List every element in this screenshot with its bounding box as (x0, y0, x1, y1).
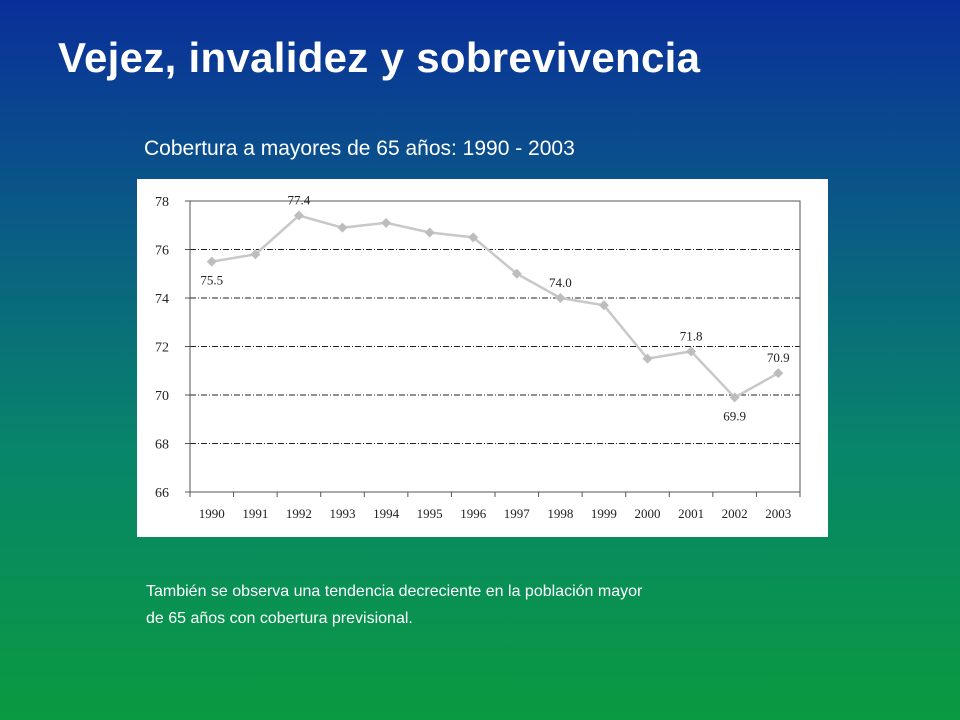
y-tick-label: 74 (155, 292, 169, 307)
series-line (211, 214, 779, 399)
x-tick-label: 1990 (199, 506, 225, 521)
x-tick-label: 2003 (765, 506, 791, 521)
x-tick-label: 1995 (417, 506, 443, 521)
y-tick-label: 76 (155, 244, 169, 259)
y-tick-label: 70 (155, 389, 169, 404)
x-tick-label: 1991 (242, 506, 268, 521)
x-tick-label: 2001 (678, 506, 704, 521)
data-point-marker (773, 368, 784, 379)
note-line-2: de 65 años con cobertura previsional. (146, 610, 413, 627)
data-label: 71.8 (680, 328, 703, 343)
y-tick-label: 72 (155, 341, 169, 356)
note-line-1: También se observa una tendencia decreci… (146, 583, 643, 600)
x-tick-label: 1997 (504, 506, 531, 521)
chart-panel: 66 68 70 72 74 76 78 1990 1991 1992 1993 1994 1995 19… (137, 179, 828, 537)
x-tick-label: 2002 (722, 506, 748, 521)
chart-caption: Cobertura a mayores de 65 años: 1990 - 2… (144, 137, 575, 160)
x-tick-label: 1996 (460, 506, 487, 521)
data-point-marker (729, 392, 740, 403)
data-point-marker (511, 268, 522, 279)
y-tick-label: 78 (155, 195, 169, 210)
data-point-marker (250, 249, 261, 260)
data-point-marker (381, 217, 392, 228)
x-tick-label: 1993 (330, 506, 356, 521)
data-point-marker (686, 346, 697, 357)
data-label: 75.5 (200, 273, 223, 288)
data-label: 74.0 (549, 275, 572, 290)
data-point-marker (555, 293, 566, 303)
data-point-marker (424, 227, 435, 238)
data-point-marker (337, 222, 348, 233)
x-tick-label: 1994 (373, 506, 400, 521)
data-point-marker (598, 300, 609, 311)
data-label: 77.4 (288, 193, 311, 208)
slide-title: Vejez, invalidez y sobrevivencia (58, 34, 701, 81)
chart-note: También se observa una tendencia decreci… (146, 578, 836, 632)
x-tick-label: 1998 (547, 506, 573, 521)
y-tick-label: 68 (155, 438, 169, 453)
data-label: 70.9 (767, 350, 790, 365)
data-point-marker (642, 353, 653, 364)
x-tick-label: 1999 (591, 506, 617, 521)
y-tick-label: 66 (155, 486, 169, 501)
line-chart: 66 68 70 72 74 76 78 1990 1991 1992 1993 1994 1995 19… (155, 193, 801, 521)
x-tick-label: 2000 (635, 506, 661, 521)
data-point-marker (206, 256, 217, 267)
data-point-marker (293, 210, 304, 221)
data-point-marker (468, 232, 479, 243)
x-tick-label: 1992 (286, 506, 312, 521)
data-label: 69.9 (723, 408, 746, 423)
